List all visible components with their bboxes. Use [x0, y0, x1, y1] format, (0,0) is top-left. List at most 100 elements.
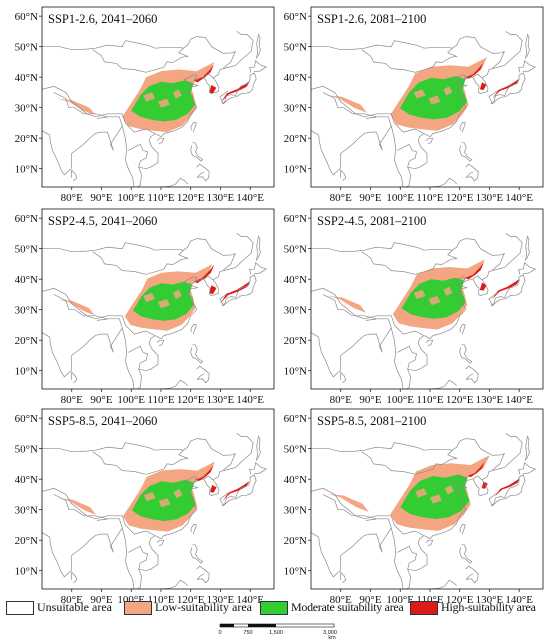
- y-tick-label: 10°N: [15, 566, 38, 578]
- country-boundary: [311, 438, 505, 471]
- high-suitability-region: [494, 478, 521, 497]
- country-boundary: [472, 279, 489, 296]
- country-boundary: [255, 33, 261, 59]
- low-suitability-patch: [172, 289, 182, 299]
- country-boundary: [311, 36, 505, 69]
- low-suitability-patch: [158, 299, 170, 309]
- country-boundary: [488, 72, 526, 105]
- low-suitability-patch: [428, 295, 441, 306]
- country-boundary: [390, 125, 428, 187]
- y-tick-label: 50°N: [284, 42, 307, 54]
- country-boundary: [219, 274, 257, 307]
- country-boundary: [465, 365, 479, 384]
- country-boundary: [429, 579, 457, 589]
- country-boundary: [156, 339, 165, 346]
- low-suitability-patch: [444, 485, 454, 495]
- scale-bar: 0 750 1,500 3,000 km: [218, 623, 337, 640]
- x-tick-label: 110°E: [416, 192, 443, 204]
- high-suitability-region: [465, 262, 484, 280]
- y-tick-label: 10°N: [284, 566, 307, 578]
- country-boundary: [255, 435, 261, 461]
- country-boundary: [42, 438, 236, 471]
- country-boundary: [121, 125, 159, 187]
- country-boundary: [465, 565, 479, 584]
- country-boundary: [92, 249, 190, 275]
- high-suitability-region: [491, 278, 520, 300]
- x-tick-label: 100°E: [386, 394, 414, 406]
- low-suitability-region: [57, 498, 97, 515]
- country-boundary: [160, 579, 188, 589]
- country-boundary: [524, 33, 530, 59]
- country-boundary: [390, 327, 428, 389]
- y-tick-label: 20°N: [15, 133, 38, 145]
- country-boundary: [196, 565, 210, 584]
- country-boundary: [397, 143, 418, 168]
- country-boundary: [459, 121, 466, 133]
- low-suitability-region: [327, 295, 366, 313]
- panel-title: SSP2-4.5, 2041–2060: [48, 214, 157, 228]
- country-boundary: [311, 494, 392, 578]
- country-boundary: [156, 539, 165, 546]
- country-boundary: [190, 323, 197, 335]
- x-tick-label: 130°E: [476, 594, 504, 606]
- country-boundary: [365, 518, 377, 521]
- map-frame: [310, 408, 544, 590]
- country-boundary: [459, 523, 466, 535]
- high-suitability-region: [209, 85, 217, 94]
- map-svg: 60°N 50°N 40°N 30°N 20°N 10°N 80°E 90°E 100°E 110…: [15, 6, 275, 204]
- y-tick-label: 50°N: [284, 244, 307, 256]
- panel-title: SSP5-8.5, 2041–2060: [48, 414, 157, 428]
- low-suitability-region: [326, 95, 367, 113]
- low-suitability-patch: [443, 86, 453, 96]
- x-tick-label: 130°E: [476, 394, 504, 406]
- country-boundary: [121, 527, 159, 589]
- country-boundary: [42, 494, 123, 578]
- map-panel-1: 60°N 50°N 40°N 30°N 20°N 10°N 80°E 90°E 100°E 110…: [2, 2, 276, 204]
- country-boundary: [255, 235, 261, 261]
- country-boundary: [71, 169, 78, 182]
- map-frame: [310, 6, 544, 188]
- legend-label-high: High-suitability area: [441, 600, 536, 614]
- country-boundary: [249, 462, 268, 475]
- legend-swatch-high: [410, 601, 438, 615]
- panel-title: SSP1-2.6, 2081–2100: [317, 12, 426, 26]
- country-boundary: [42, 238, 236, 271]
- country-boundary: [459, 344, 473, 364]
- country-boundary: [121, 327, 159, 389]
- panel-title: SSP5-8.5, 2081–2100: [317, 414, 426, 428]
- y-tick-label: 40°N: [284, 474, 307, 486]
- x-tick-label: 140°E: [236, 594, 264, 606]
- high-suitability-region: [492, 78, 520, 99]
- low-suitability-patch: [143, 292, 155, 303]
- country-boundary: [160, 177, 188, 187]
- high-suitability-region: [210, 485, 217, 493]
- country-boundary: [361, 249, 459, 275]
- x-tick-label: 90°E: [90, 192, 112, 204]
- low-suitability-region: [56, 98, 96, 116]
- y-tick-label: 10°N: [284, 366, 307, 378]
- country-boundary: [488, 474, 526, 507]
- y-tick-label: 30°N: [284, 305, 307, 317]
- x-tick-label: 80°E: [330, 594, 352, 606]
- country-boundary: [311, 31, 523, 138]
- low-suitability-patch: [413, 89, 426, 99]
- high-suitability-region: [194, 64, 214, 83]
- legend-swatch-moderate: [260, 601, 288, 615]
- low-suitability-region: [57, 299, 95, 316]
- y-tick-label: 40°N: [284, 72, 307, 84]
- country-boundary: [361, 449, 459, 475]
- country-boundary: [219, 72, 257, 105]
- x-tick-label: 100°E: [117, 192, 145, 204]
- country-boundary: [190, 523, 197, 535]
- country-boundary: [429, 379, 457, 389]
- x-tick-label: 130°E: [207, 594, 235, 606]
- y-tick-label: 60°N: [15, 213, 38, 225]
- country-boundary: [96, 318, 108, 321]
- map-panel-6: 60°N 50°N 40°N 30°N 20°N 10°N 80°E 90°E 100°E 110…: [271, 404, 545, 606]
- country-boundary: [524, 435, 530, 461]
- low-suitability-patch: [415, 488, 427, 498]
- x-tick-label: 90°E: [90, 394, 112, 406]
- x-tick-label: 100°E: [386, 594, 414, 606]
- low-suitability-patch: [413, 289, 426, 299]
- country-boundary: [203, 77, 220, 94]
